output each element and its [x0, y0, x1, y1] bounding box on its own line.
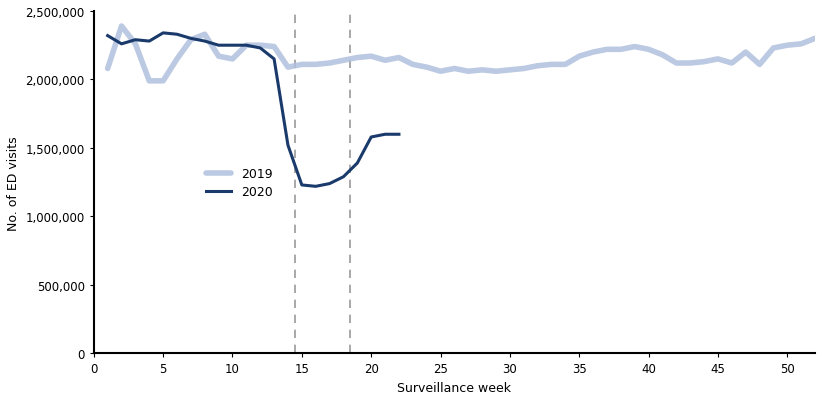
2020 — [117, 43, 127, 47]
2020 — [131, 38, 141, 43]
2020 — [339, 175, 349, 180]
2020 — [145, 40, 155, 45]
2020 — [353, 161, 363, 166]
2020 — [256, 47, 266, 51]
Line: 2019: 2019 — [108, 27, 815, 82]
2020 — [242, 44, 252, 49]
2020 — [214, 44, 224, 49]
2019 — [561, 63, 570, 68]
2019 — [103, 67, 113, 72]
2019 — [380, 59, 390, 63]
2020 — [158, 31, 168, 36]
Line: 2020: 2020 — [108, 34, 399, 187]
2020 — [228, 44, 238, 49]
2020 — [172, 33, 182, 38]
2020 — [297, 183, 307, 188]
2020 — [394, 132, 404, 137]
2020 — [325, 182, 335, 186]
2020 — [311, 184, 321, 189]
Y-axis label: No. of ED visits: No. of ED visits — [7, 136, 20, 230]
2020 — [283, 144, 293, 148]
2019 — [810, 37, 820, 42]
2019 — [589, 51, 598, 55]
2020 — [103, 34, 113, 39]
2020 — [186, 37, 196, 42]
2020 — [367, 135, 376, 140]
2020 — [200, 40, 210, 45]
2019 — [186, 38, 196, 43]
2019 — [145, 79, 155, 84]
Legend: 2019, 2020: 2019, 2020 — [201, 163, 278, 204]
2020 — [269, 57, 279, 62]
2020 — [380, 132, 390, 137]
2019 — [505, 68, 515, 73]
X-axis label: Surveillance week: Surveillance week — [397, 381, 511, 394]
2019 — [117, 24, 127, 29]
2019 — [464, 70, 473, 75]
